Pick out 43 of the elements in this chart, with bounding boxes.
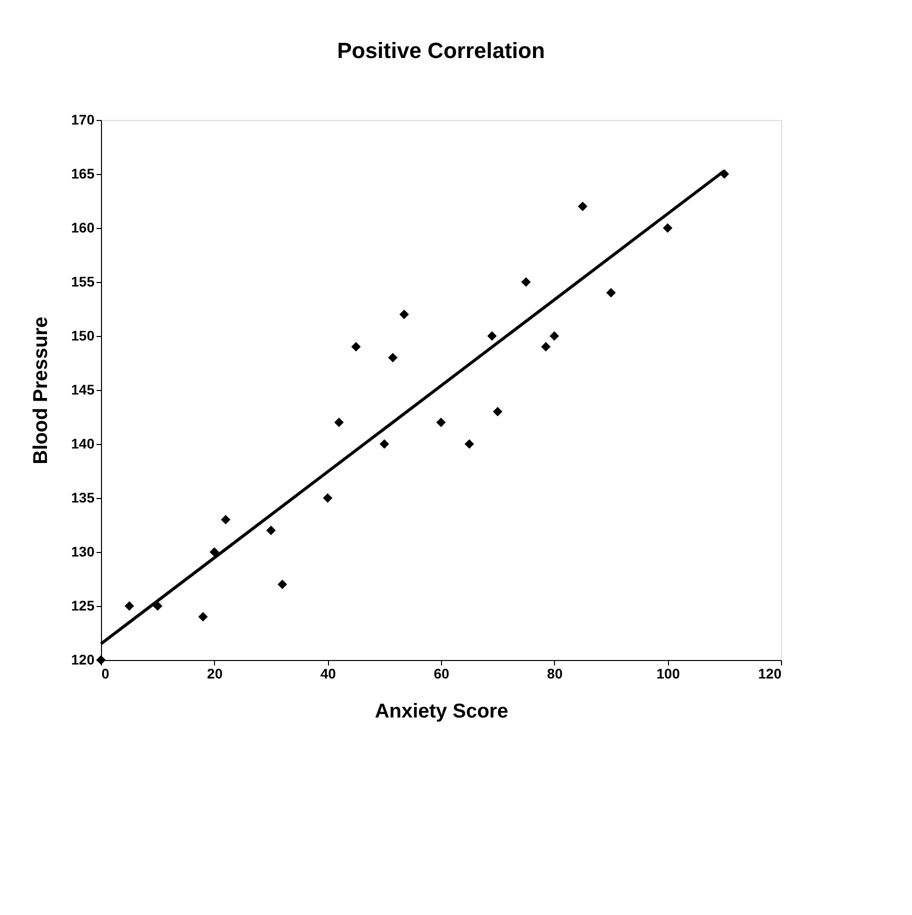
point [578, 202, 588, 212]
point [436, 418, 446, 428]
x-axis-title: Anxiety Score [374, 700, 508, 722]
chart-title: Positive Correlation [337, 38, 545, 63]
point [266, 526, 276, 536]
y-tick-label: 165 [71, 166, 95, 182]
x-tick-label: 100 [656, 666, 680, 682]
x-tick-label: 80 [547, 666, 563, 682]
point [464, 439, 474, 449]
y-axis-title: Blood Pressure [30, 316, 52, 464]
y-tick-label: 135 [71, 490, 95, 506]
point [550, 331, 560, 341]
y-tick-label: 150 [71, 328, 95, 344]
x-tick-label: 20 [207, 666, 223, 682]
y-tick-label: 160 [71, 220, 95, 236]
x-tick-label: 60 [434, 666, 450, 682]
point [492, 406, 502, 416]
x-tick-label: 120 [758, 666, 782, 682]
y-tick-label: 140 [71, 436, 95, 452]
point [521, 277, 531, 287]
point [541, 342, 551, 352]
y-tick-label: 155 [71, 274, 95, 290]
y-tick-label: 170 [71, 112, 95, 128]
point [210, 547, 220, 557]
x-tick-label: 40 [320, 666, 336, 682]
point [388, 352, 398, 362]
point [322, 493, 332, 503]
point [662, 223, 672, 233]
point [334, 418, 344, 428]
point [198, 612, 208, 622]
x-tick-label: 0 [102, 666, 110, 682]
point [380, 439, 390, 449]
point [606, 288, 616, 298]
point [220, 514, 230, 524]
y-tick-label: 120 [71, 652, 95, 668]
y-tick-label: 125 [71, 598, 95, 614]
point [278, 580, 288, 590]
point [351, 342, 361, 352]
y-tick-label: 130 [71, 544, 95, 560]
y-tick-label: 145 [71, 382, 95, 398]
point [124, 601, 134, 611]
point [399, 310, 409, 320]
point [487, 331, 497, 341]
